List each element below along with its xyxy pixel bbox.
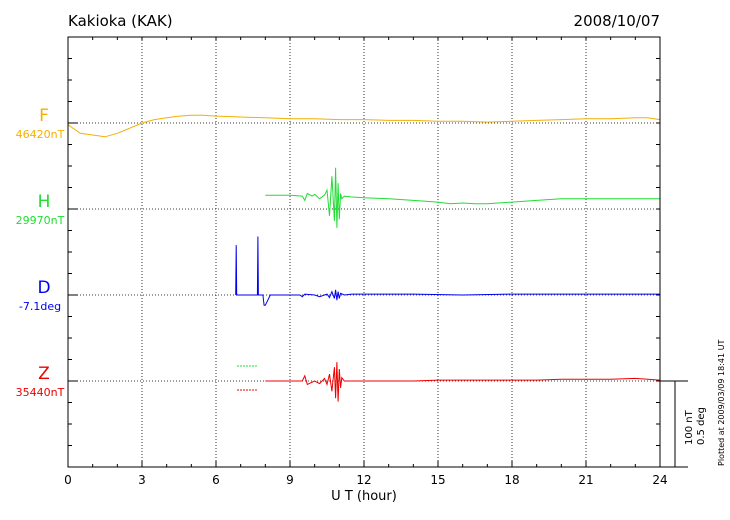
x-axis: 0 3 6 9 12 15 18 21 24 [64, 37, 668, 487]
series-line-d [235, 236, 660, 306]
series-name-f: F [39, 106, 49, 126]
x-tick-label: 21 [578, 473, 593, 487]
baseline-value-f: 46420nT [16, 128, 65, 141]
x-tick-label: 24 [652, 473, 667, 487]
series-line-h [265, 167, 660, 228]
series-name-d: D [37, 278, 50, 298]
baseline-value-z: 35440nT [16, 386, 65, 399]
baseline-value-h: 29970nT [16, 214, 65, 227]
series-name-z: Z [38, 364, 50, 384]
series-line-f [67, 114, 661, 138]
scale-bar: 100 nT 0.5 deg [660, 380, 707, 468]
x-tick-label: 12 [356, 473, 371, 487]
plotted-note: Plotted at 2009/03/09 18:41 UT [717, 340, 726, 466]
x-tick-label: 15 [430, 473, 445, 487]
plot-frame [67, 36, 661, 468]
series-name-h: H [38, 192, 51, 212]
series-lines [67, 114, 661, 402]
baseline-value-d: -7.1deg [19, 300, 61, 313]
x-axis-label: U T (hour) [331, 489, 397, 504]
x-tick-label: 6 [212, 473, 220, 487]
x-tick-label: 0 [64, 473, 72, 487]
x-tick-label: 9 [286, 473, 294, 487]
baselines [68, 122, 660, 382]
grid [68, 36, 660, 468]
scale-nt-label: 100 nT [684, 409, 695, 445]
plot-date: 2008/10/07 [574, 12, 660, 30]
scale-deg-label: 0.5 deg [696, 407, 707, 445]
station-title: Kakioka (KAK) [68, 12, 173, 30]
x-tick-label: 3 [138, 473, 146, 487]
x-tick-label: 18 [504, 473, 519, 487]
series-line-z [265, 362, 661, 402]
series-labels: F 46420nT H 29970nT D -7.1deg Z 35440nT [16, 106, 65, 399]
